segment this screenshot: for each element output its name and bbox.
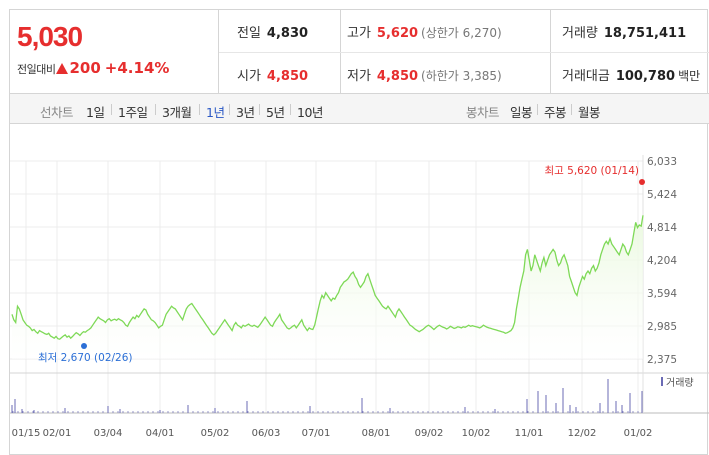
price-area — [12, 215, 643, 359]
amount-value: 100,780 — [615, 69, 676, 84]
x-tick-label: 01/02 — [624, 428, 653, 439]
high-marker — [639, 179, 645, 185]
x-tick-label: 06/03 — [252, 428, 281, 439]
divider — [290, 104, 291, 115]
tab-1y[interactable]: 1년 — [206, 105, 225, 120]
price-line — [11, 215, 644, 340]
y-tick-label: 4,204 — [647, 255, 677, 267]
amount-unit: 백만 — [678, 69, 701, 83]
low-marker — [81, 343, 87, 349]
y-tick-label: 4,814 — [647, 222, 677, 234]
low-annotation: 최저 2,670 (02/26) — [38, 352, 133, 364]
x-tick-label: 10/02 — [462, 428, 491, 439]
divider — [537, 104, 538, 115]
volume-legend: 거래량 — [666, 377, 694, 389]
open-value: 4,850 — [266, 69, 309, 84]
tab-10y[interactable]: 10년 — [297, 105, 323, 120]
low-stat: 저가 4,850 (하한가 3,385) — [347, 65, 502, 84]
x-tick-label: 08/01 — [362, 428, 391, 439]
volume-stat: 거래량 18,751,411 — [562, 22, 686, 41]
change-rate: +4.14% — [104, 59, 170, 77]
y-tick-label: 2,985 — [647, 321, 677, 333]
y-tick-label: 6,033 — [647, 156, 677, 168]
x-tick-label: 12/02 — [568, 428, 597, 439]
price-box: 5,030 전일대비 200 +4.14% — [10, 10, 219, 94]
change-amount: 200 — [69, 59, 101, 77]
divider — [259, 104, 260, 115]
x-tick-label: 09/02 — [415, 428, 444, 439]
tab-3m[interactable]: 3개월 — [162, 105, 192, 120]
up-arrow-icon — [56, 63, 69, 74]
low-value: 4,850 — [376, 69, 419, 84]
price-chart: 6,033 5,424 4,814 4,204 3,594 2,985 2,375 01/15… — [10, 155, 709, 439]
x-tick-label: 04/01 — [146, 428, 175, 439]
tab-1d[interactable]: 1일 — [86, 105, 105, 120]
high-value: 5,620 — [376, 26, 419, 41]
stock-widget: 5,030 전일대비 200 +4.14% 전일 4,830 시가 4,850 고가 5,… — [9, 9, 709, 455]
candle-chart-label: 봉차트 — [466, 105, 500, 120]
open-stat: 시가 4,850 — [237, 65, 308, 84]
x-tick-label: 11/01 — [515, 428, 544, 439]
x-tick-label: 01/15 — [12, 428, 41, 439]
divider — [111, 104, 112, 115]
x-tick-label: 05/02 — [201, 428, 230, 439]
amount-stat: 거래대금 100,780 백만 — [562, 65, 700, 84]
x-tick-label: 03/04 — [94, 428, 123, 439]
prev-close-stat: 전일 4,830 — [237, 22, 308, 41]
lower-limit: (하한가 3,385) — [421, 69, 502, 83]
current-price: 5,030 — [17, 21, 83, 52]
high-annotation: 최고 5,620 (01/14) — [544, 165, 639, 177]
change-row: 전일대비 200 +4.14% — [17, 59, 169, 77]
volume-legend-swatch — [661, 377, 663, 386]
change-label: 전일대비 — [17, 63, 56, 76]
high-label: 고가 — [347, 26, 371, 41]
volume-value: 18,751,411 — [603, 26, 687, 41]
tab-5y[interactable]: 5년 — [266, 105, 285, 120]
open-label: 시가 — [237, 69, 261, 84]
prev-close-label: 전일 — [237, 26, 261, 41]
divider — [571, 104, 572, 115]
line-chart-label: 선차트 — [40, 105, 74, 120]
x-tick-label: 02/01 — [43, 428, 72, 439]
divider — [155, 104, 156, 115]
divider — [219, 52, 709, 53]
x-tick-label: 07/01 — [302, 428, 331, 439]
tab-1w[interactable]: 1주일 — [118, 105, 148, 120]
upper-limit: (상한가 6,270) — [421, 26, 502, 40]
tab-daily[interactable]: 일봉 — [510, 105, 533, 120]
y-tick-label: 5,424 — [647, 189, 677, 201]
prev-close-value: 4,830 — [266, 26, 309, 41]
amount-label: 거래대금 — [562, 69, 610, 84]
divider — [199, 104, 200, 115]
tab-3y[interactable]: 3년 — [236, 105, 255, 120]
divider — [229, 104, 230, 115]
volume-label: 거래량 — [562, 26, 598, 41]
y-tick-label: 3,594 — [647, 288, 677, 300]
low-label: 저가 — [347, 69, 371, 84]
tab-monthly[interactable]: 월봉 — [578, 105, 601, 120]
chart-tabs: 선차트 1일 1주일 3개월 1년 3년 5년 10년 봉차트 일봉 주봉 월봉 — [10, 94, 709, 124]
y-tick-label: 2,375 — [647, 354, 677, 366]
high-stat: 고가 5,620 (상한가 6,270) — [347, 22, 502, 41]
quote-panel: 5,030 전일대비 200 +4.14% 전일 4,830 시가 4,850 고가 5,… — [10, 10, 709, 94]
tab-weekly[interactable]: 주봉 — [544, 105, 567, 120]
